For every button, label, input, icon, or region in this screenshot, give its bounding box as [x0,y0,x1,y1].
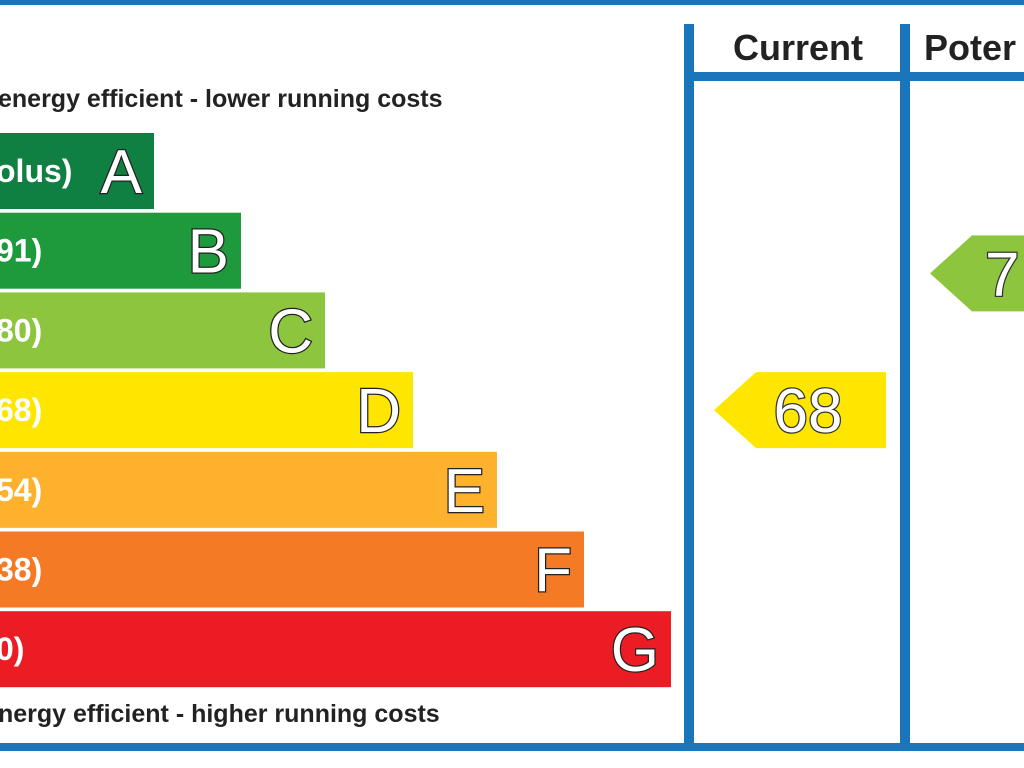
band-bar-g [0,611,671,688]
rating-arrow-current [714,372,886,449]
frame-divider-middle [900,24,910,744]
band-bar-f [0,531,584,608]
band-bar-b [0,212,241,289]
top-caption: energy efficient - lower running costs [0,85,443,113]
band-letter-g: G [611,616,659,685]
rating-arrow-potential [930,235,1024,312]
band-range-c: 80) [0,312,42,348]
band-range-g: 0) [0,631,24,667]
rating-bands: olus) A 91) B 80) C 68) D 54) E 38) F 0) G [0,133,671,688]
rating-arrows: 68 7 [714,235,1024,449]
band-range-f: 38) [0,552,42,588]
band-range-e: 54) [0,472,42,508]
frame-divider-left [684,24,694,744]
column-header-potential: Poter [924,27,1016,68]
frame-top-border [0,0,1024,5]
band-letter-a: A [101,138,143,207]
rating-value-potential: 7 [985,240,1019,309]
band-letter-b: B [188,218,229,287]
rating-value-current: 68 [774,377,843,446]
chart-frame [0,0,1024,751]
band-range-a: olus) [0,153,72,189]
band-bar-a [0,133,154,209]
band-letter-f: F [534,537,572,606]
band-bar-e [0,451,497,528]
column-header-current: Current [733,27,863,68]
frame-bottom-border [0,743,1024,751]
band-letter-e: E [444,457,485,526]
band-range-b: 91) [0,233,42,269]
bottom-caption: nergy efficient - higher running costs [0,700,440,728]
band-range-d: 68) [0,392,42,428]
band-bar-c [0,292,325,369]
header-underline [684,72,1024,81]
band-letter-c: C [268,297,313,366]
band-bar-d [0,372,413,449]
band-letter-d: D [356,377,401,446]
